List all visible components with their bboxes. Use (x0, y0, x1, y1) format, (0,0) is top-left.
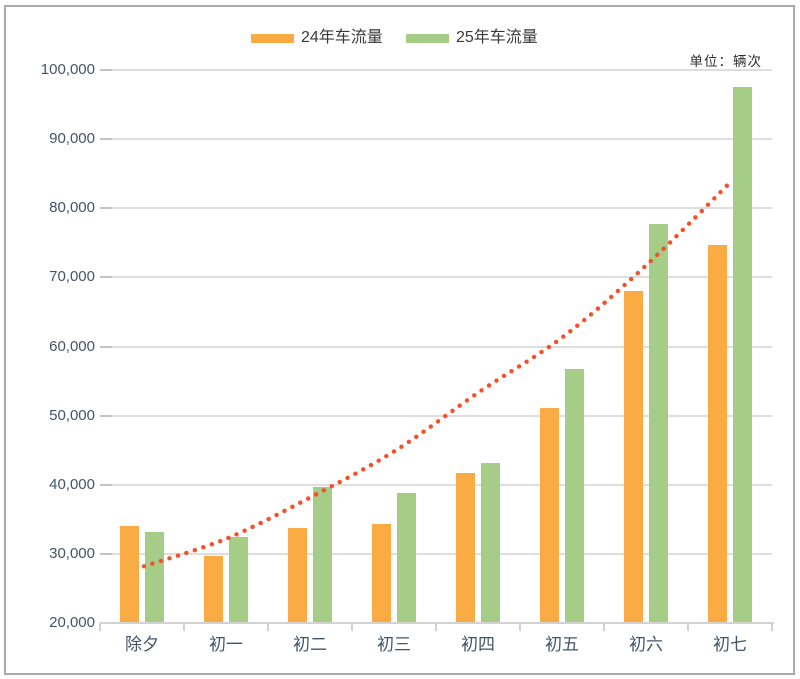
y-axis-tick (100, 483, 112, 486)
x-axis-tick (519, 623, 521, 631)
legend-swatch-25-icon (406, 33, 449, 43)
legend-label-25: 25年车流量 (456, 29, 538, 46)
x-category-label: 除夕 (125, 635, 159, 654)
x-category-label: 初五 (545, 635, 579, 654)
y-tick-label: 100,000 (40, 61, 95, 78)
x-axis-tick (771, 623, 773, 631)
y-tick-label: 60,000 (49, 337, 95, 355)
x-axis-tick (267, 623, 269, 631)
gridline (100, 345, 772, 348)
x-category-label: 初一 (209, 635, 243, 654)
bar-24年车流量 (120, 525, 139, 623)
y-tick-label: 40,000 (49, 475, 95, 493)
x-category-label: 初二 (293, 635, 327, 654)
bar-25年车流量 (397, 493, 416, 623)
unit-label: 单位：辆次 (689, 54, 762, 69)
x-axis-line (100, 622, 774, 624)
y-axis-tick (100, 414, 112, 417)
gridline (100, 483, 772, 486)
bar-25年车流量 (229, 537, 248, 623)
y-axis-tick (100, 207, 112, 210)
legend-label-24: 24年车流量 (301, 29, 383, 46)
y-axis-tick (100, 552, 112, 555)
x-axis-tick (183, 623, 185, 631)
gridline (100, 276, 772, 279)
gridline (100, 69, 772, 71)
chart-frame: 24年车流量 25年车流量 单位：辆次 20,000 30,000 40,000 50… (4, 5, 795, 675)
gridline (100, 552, 772, 555)
x-axis-tick (435, 623, 437, 631)
bar-25年车流量 (145, 532, 164, 623)
legend-swatch-24-icon (251, 33, 294, 43)
x-category-label: 初四 (461, 635, 495, 654)
y-tick-label: 30,000 (49, 544, 95, 562)
bar-25年车流量 (313, 486, 332, 623)
bar-24年车流量 (540, 408, 559, 623)
x-axis-tick (99, 623, 101, 631)
y-tick-label: 80,000 (49, 199, 95, 217)
x-axis-tick (687, 623, 689, 631)
x-axis-tick (603, 623, 605, 631)
x-axis-tick (351, 623, 353, 631)
gridline (100, 138, 772, 141)
y-tick-label: 50,000 (49, 406, 95, 424)
x-category-label: 初三 (377, 635, 411, 654)
bar-24年车流量 (708, 244, 727, 623)
bar-25年车流量 (733, 86, 752, 623)
legend-item-25: 25年车流量 (406, 26, 538, 50)
bar-24年车流量 (624, 290, 643, 623)
x-category-label: 初七 (713, 635, 747, 654)
bar-25年车流量 (481, 462, 500, 623)
y-tick-label: 90,000 (49, 130, 95, 148)
y-axis-tick (100, 276, 112, 279)
x-category-label: 初六 (629, 635, 663, 654)
y-tick-label: 20,000 (49, 614, 95, 631)
y-axis-tick (100, 69, 112, 71)
bar-25年车流量 (649, 224, 668, 623)
bar-24年车流量 (204, 555, 223, 623)
y-axis-tick (100, 138, 112, 141)
bar-24年车流量 (372, 524, 391, 623)
bar-24年车流量 (288, 527, 307, 623)
legend-item-24: 24年车流量 (251, 26, 383, 50)
gridline (100, 207, 772, 210)
y-tick-label: 70,000 (49, 268, 95, 286)
bar-24年车流量 (456, 472, 475, 623)
y-axis-tick (100, 345, 112, 348)
bar-25年车流量 (565, 368, 584, 623)
gridline (100, 414, 772, 417)
